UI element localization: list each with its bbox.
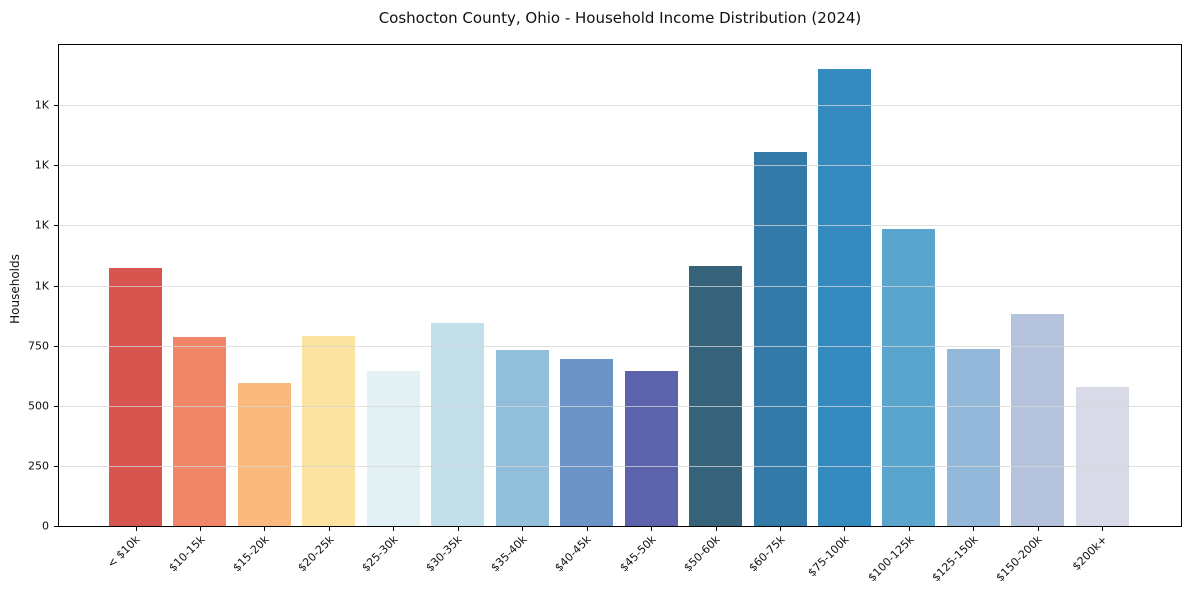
y-tick-mark	[54, 526, 59, 527]
chart-title: Coshocton County, Ohio - Household Incom…	[378, 9, 862, 27]
x-tick-label-text: $25-30k	[359, 533, 401, 575]
y-tick-label: 750	[28, 339, 49, 353]
x-tick-label-text: $60-75k	[745, 533, 788, 575]
bar-10-15k	[173, 336, 227, 526]
x-tick-mark	[586, 526, 588, 531]
x-tick-label-text: $20-25k	[294, 533, 337, 575]
y-tick-label: 500	[28, 399, 49, 413]
bar-150-200k	[1011, 313, 1065, 526]
x-tick-mark	[199, 526, 201, 531]
x-tick-mark	[457, 526, 459, 531]
x-tick-label-text: $125-150k	[929, 533, 981, 585]
x-tick-label-text: $150-200k	[993, 533, 1045, 585]
plot-area	[58, 44, 1182, 527]
x-tick-label-text: $30-35k	[423, 533, 465, 575]
x-tick-mark	[780, 526, 781, 531]
x-tick-mark	[328, 526, 330, 531]
y-tick-mark	[54, 165, 59, 167]
bars-layer	[59, 45, 1181, 526]
bar-35-40k	[495, 349, 549, 526]
bar-20-25k	[302, 336, 356, 526]
bar-10k	[109, 268, 162, 526]
bar-40-45k	[560, 359, 614, 526]
bar-25-30k	[366, 370, 420, 526]
y-tick-label: 0	[42, 519, 49, 533]
bar-60-75k	[753, 151, 807, 526]
y-tick-mark	[54, 105, 59, 107]
y-tick-label: 1K	[34, 218, 49, 232]
x-tick-mark	[393, 526, 395, 531]
x-tick-mark	[973, 526, 975, 531]
x-tick-label-text: < $10k	[105, 533, 143, 571]
x-tick-mark	[1037, 526, 1039, 531]
y-tick-mark	[54, 225, 59, 227]
bar-45-50k	[624, 370, 678, 526]
y-tick-label: 1K	[34, 158, 49, 172]
bar-125-150k	[946, 349, 1000, 526]
bar-30-35k	[431, 322, 485, 526]
x-tick-label-text: $75-100k	[805, 533, 852, 580]
x-tick-mark	[135, 526, 137, 531]
y-tick-label: 1K	[34, 279, 49, 292]
x-tick-mark	[844, 526, 846, 531]
y-tick-mark	[54, 405, 59, 407]
x-tick-mark	[1102, 526, 1104, 531]
y-tick-label: 1K	[34, 98, 49, 112]
y-tick-mark	[54, 465, 59, 467]
bar-75-100k	[817, 69, 871, 526]
x-tick-label-text: $100-125k	[864, 533, 917, 585]
bar-200k	[1075, 387, 1129, 526]
x-tick-label-text: $50-60k	[681, 533, 723, 575]
x-tick-label-text: $10-15k	[165, 533, 208, 575]
x-tick-label-text: $45-50k	[617, 533, 659, 575]
y-tick-mark	[54, 285, 59, 287]
x-tick-label-text: $40-45k	[552, 533, 594, 575]
x-tick-label-text: $35-40k	[488, 533, 530, 575]
x-tick-mark	[715, 526, 717, 531]
x-tick-label-text: $15-20k	[230, 533, 272, 575]
y-tick-mark	[54, 345, 59, 347]
x-tick-mark	[264, 526, 266, 531]
bar-100-125k	[882, 228, 936, 526]
x-tick-mark	[522, 526, 524, 531]
bar-15-20k	[237, 383, 291, 526]
x-tick-mark	[908, 526, 910, 531]
x-tick-label-text: $200k+	[1069, 533, 1110, 574]
y-tick-label: 250	[28, 459, 49, 473]
bar-50-60k	[689, 266, 743, 526]
x-tick-mark	[651, 526, 653, 531]
